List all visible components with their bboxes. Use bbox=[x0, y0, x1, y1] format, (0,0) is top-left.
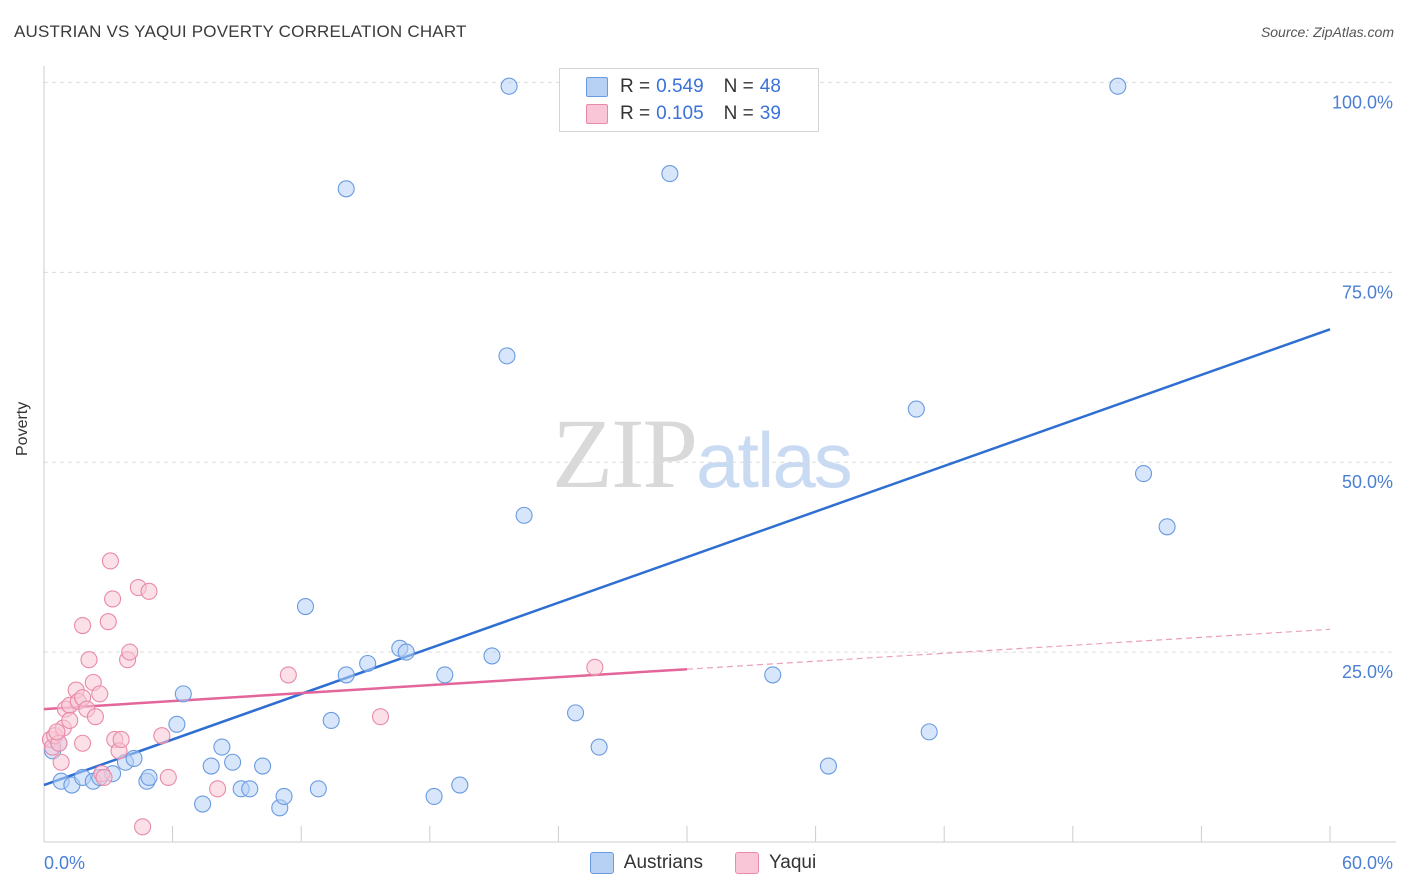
point-yaqui bbox=[586, 658, 604, 676]
point-yaqui bbox=[134, 818, 152, 836]
point-yaqui bbox=[112, 730, 130, 749]
point-austrians bbox=[764, 666, 782, 684]
series-label-austrians: Austrians bbox=[623, 852, 703, 873]
point-austrians bbox=[1134, 465, 1153, 483]
legend-n-value: 39 bbox=[759, 103, 781, 124]
x-tick-label-max: 60.0% bbox=[1342, 853, 1393, 873]
legend-row-yaqui: R = 0.105 N = 39 bbox=[586, 102, 781, 126]
legend-r-label: R = bbox=[620, 76, 651, 97]
point-austrians bbox=[498, 347, 516, 365]
point-austrians bbox=[1158, 518, 1176, 536]
point-austrians bbox=[337, 180, 355, 198]
point-yaqui bbox=[140, 582, 158, 600]
point-austrians bbox=[174, 685, 192, 703]
point-austrians bbox=[1109, 77, 1127, 95]
point-austrians bbox=[140, 768, 158, 786]
point-yaqui bbox=[74, 616, 92, 635]
series-swatch-austrians bbox=[589, 852, 614, 874]
point-austrians bbox=[425, 787, 443, 805]
point-austrians bbox=[661, 165, 679, 183]
chart-title: AUSTRIAN VS YAQUI POVERTY CORRELATION CH… bbox=[14, 22, 467, 41]
point-yaqui bbox=[159, 768, 177, 786]
point-yaqui bbox=[104, 590, 122, 608]
legend-row-austrians: R = 0.549 N = 48 bbox=[586, 75, 781, 99]
point-austrians bbox=[168, 715, 186, 733]
point-yaqui bbox=[99, 613, 117, 631]
source-label: Source: ZipAtlas.com bbox=[1260, 24, 1394, 40]
watermark: ZIPatlas bbox=[552, 396, 853, 511]
point-austrians bbox=[224, 753, 242, 771]
watermark-zip: ZIP bbox=[552, 398, 698, 509]
point-austrians bbox=[254, 757, 272, 775]
point-austrians bbox=[920, 723, 938, 741]
point-yaqui bbox=[80, 651, 98, 669]
point-austrians bbox=[500, 77, 518, 95]
point-austrians bbox=[397, 643, 415, 661]
series-swatch-yaqui bbox=[735, 852, 759, 874]
point-austrians bbox=[566, 704, 585, 722]
data-points bbox=[41, 77, 1176, 836]
point-austrians bbox=[309, 780, 327, 798]
legend-swatch-austrians bbox=[586, 77, 608, 97]
point-austrians bbox=[202, 757, 220, 775]
point-yaqui bbox=[153, 727, 171, 745]
series-label-yaqui: Yaqui bbox=[769, 852, 817, 873]
legend-r-value: 0.105 bbox=[656, 103, 704, 124]
trend-lines bbox=[43, 328, 1331, 787]
point-yaqui bbox=[91, 685, 109, 703]
legend-n-label: N = bbox=[723, 103, 754, 124]
point-yaqui bbox=[371, 708, 390, 726]
point-austrians bbox=[451, 776, 469, 794]
point-yaqui bbox=[209, 780, 227, 798]
point-austrians bbox=[483, 647, 501, 665]
point-austrians bbox=[436, 666, 454, 684]
point-austrians bbox=[213, 738, 231, 756]
point-austrians bbox=[194, 795, 212, 813]
legend-swatch-yaqui bbox=[586, 104, 608, 124]
y-tick-label: 50.0% bbox=[1342, 472, 1393, 492]
series-legend-yaqui[interactable]: Yaqui bbox=[735, 852, 816, 874]
tick-labels: 25.0% 50.0% 75.0% 100.0% 0.0% 60.0% bbox=[44, 92, 1393, 873]
point-austrians bbox=[125, 749, 143, 767]
point-yaqui bbox=[61, 711, 79, 730]
point-austrians bbox=[819, 757, 838, 775]
gridlines bbox=[44, 81, 1396, 653]
point-austrians bbox=[241, 780, 259, 798]
legend-n-value: 48 bbox=[759, 76, 781, 97]
trend-line-austrians bbox=[43, 328, 1331, 787]
point-yaqui bbox=[121, 643, 139, 661]
legend-n-label: N = bbox=[723, 76, 754, 97]
point-austrians bbox=[907, 400, 925, 418]
point-yaqui bbox=[52, 753, 70, 771]
point-austrians bbox=[337, 666, 355, 684]
point-austrians bbox=[296, 597, 315, 616]
y-tick-label: 100.0% bbox=[1332, 92, 1393, 112]
point-yaqui bbox=[86, 708, 104, 726]
legend-r-value: 0.549 bbox=[656, 76, 704, 97]
trend-line-extension-yaqui bbox=[686, 628, 1331, 670]
point-austrians bbox=[275, 787, 293, 805]
point-yaqui bbox=[74, 734, 92, 752]
series-legend: Austrians Yaqui bbox=[0, 852, 1406, 874]
point-austrians bbox=[590, 738, 608, 756]
point-yaqui bbox=[101, 552, 119, 570]
point-yaqui bbox=[279, 666, 297, 684]
point-yaqui bbox=[48, 723, 66, 741]
x-tick-label-min: 0.0% bbox=[44, 853, 85, 873]
axes bbox=[43, 66, 1396, 843]
point-austrians bbox=[322, 711, 340, 730]
y-tick-label: 25.0% bbox=[1342, 662, 1393, 682]
correlation-legend: R = 0.549 N = 48 R = 0.105 N = 39 bbox=[559, 68, 819, 132]
watermark-atlas: atlas bbox=[696, 416, 853, 504]
point-yaqui bbox=[95, 768, 113, 786]
legend-r-label: R = bbox=[620, 103, 651, 124]
trend-line-yaqui bbox=[43, 667, 688, 711]
point-austrians bbox=[515, 506, 533, 524]
y-tick-label: 75.0% bbox=[1342, 282, 1393, 302]
series-legend-austrians[interactable]: Austrians bbox=[589, 852, 703, 874]
point-austrians bbox=[359, 654, 377, 673]
